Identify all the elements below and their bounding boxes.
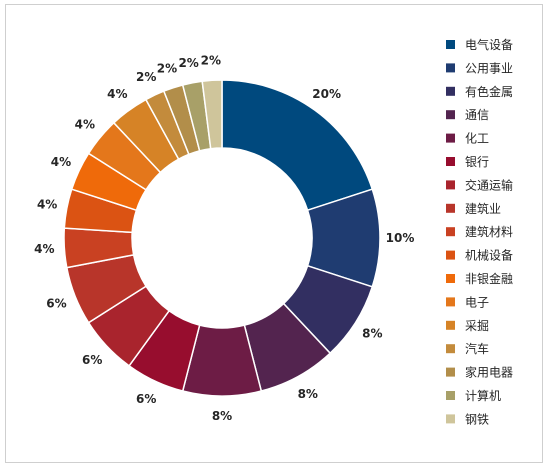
legend-label-9: 建筑材料 (465, 224, 513, 239)
data-label-8: 6% (46, 297, 66, 311)
data-label-2: 10% (386, 231, 415, 245)
legend-swatch-8 (446, 203, 455, 213)
legend-swatch-7 (446, 180, 455, 190)
legend-label-4: 通信 (465, 108, 489, 122)
data-label-7: 6% (82, 353, 102, 367)
legend-swatch-9 (446, 227, 455, 237)
legend-label-16: 计算机 (465, 388, 501, 403)
legend-label-7: 交通运输 (465, 177, 513, 192)
slice-17 (201, 79, 223, 150)
legend-swatch-12 (446, 297, 455, 307)
data-label-5: 8% (212, 409, 232, 423)
legend-label-6: 银行 (465, 155, 489, 169)
legend-swatch-2 (446, 63, 455, 73)
legend-label-17: 钢铁 (465, 412, 489, 426)
data-label-10: 4% (37, 198, 57, 212)
data-label-9: 4% (34, 242, 54, 256)
legend-label-3: 有色金属 (465, 84, 513, 99)
slice-1 (221, 79, 374, 212)
slices-group (63, 79, 381, 397)
legend-swatch-11 (446, 274, 455, 283)
data-label-6: 6% (136, 392, 156, 406)
legend-label-12: 电子 (465, 295, 489, 309)
data-label-15: 2% (157, 62, 177, 76)
legend: 电气设备公用事业有色金属通信化工银行交通运输建筑业建筑材料机械设备非银金融电子采… (446, 37, 513, 426)
data-label-17: 2% (201, 53, 221, 67)
legend-swatch-17 (446, 414, 455, 424)
legend-swatch-5 (446, 133, 455, 143)
legend-label-14: 汽车 (465, 341, 489, 356)
legend-swatch-15 (446, 367, 455, 377)
legend-label-11: 非银金融 (465, 271, 513, 286)
legend-label-5: 化工 (465, 132, 489, 146)
data-label-13: 4% (107, 87, 127, 101)
legend-label-15: 家用电器 (465, 365, 513, 380)
legend-label-10: 机械设备 (465, 248, 513, 263)
data-label-12: 4% (75, 118, 95, 132)
legend-label-1: 电气设备 (465, 37, 513, 52)
legend-swatch-4 (446, 110, 455, 120)
data-label-14: 2% (136, 70, 156, 84)
legend-label-8: 建筑业 (465, 201, 501, 216)
data-label-4: 8% (298, 387, 318, 401)
legend-swatch-6 (446, 157, 455, 166)
legend-label-2: 公用事业 (465, 61, 513, 75)
legend-swatch-14 (446, 344, 455, 354)
data-label-11: 4% (51, 155, 71, 169)
legend-swatch-10 (446, 250, 455, 260)
legend-swatch-16 (446, 391, 455, 400)
legend-swatch-13 (446, 320, 455, 330)
data-label-16: 2% (178, 56, 198, 70)
data-label-3: 8% (362, 326, 382, 340)
data-labels-group: 20%10%8%8%8%6%6%6%4%4%4%4%4%2%2% 2% 2% (34, 53, 414, 423)
data-label-1: 20% (312, 87, 341, 101)
legend-swatch-3 (446, 86, 455, 96)
legend-label-13: 采掘 (465, 318, 489, 333)
legend-swatch-1 (446, 40, 455, 49)
